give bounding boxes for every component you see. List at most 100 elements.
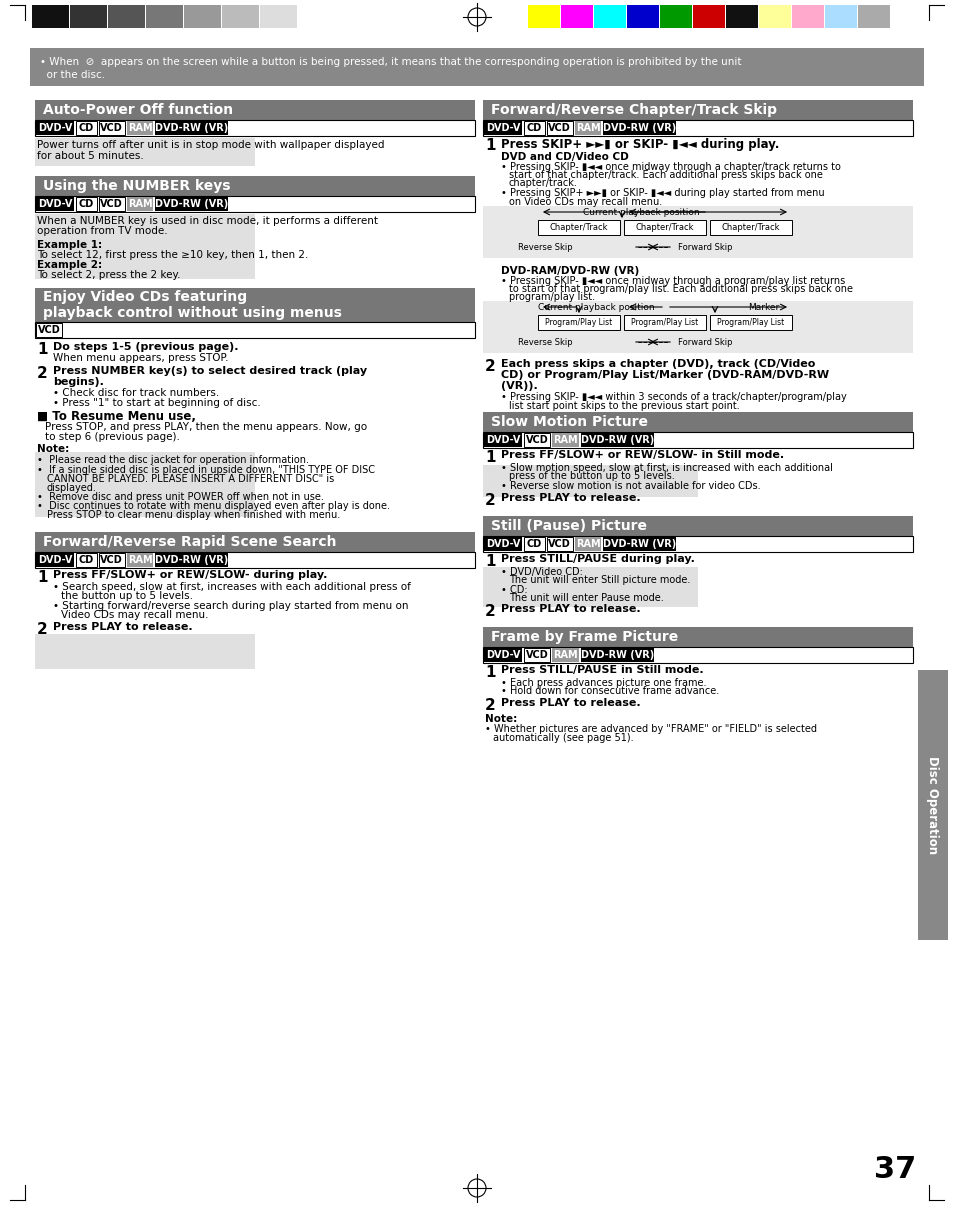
Bar (560, 5, 593, 28)
Text: VCD: VCD (525, 649, 548, 660)
Bar (482, 301, 912, 353)
Text: begins).: begins). (53, 377, 104, 387)
Text: start of that chapter/track. Each additional press skips back one: start of that chapter/track. Each additi… (509, 170, 822, 180)
Bar (523, 120, 544, 135)
Text: • Pressing SKIP- ▮◄◄ within 3 seconds of a track/chapter/program/play: • Pressing SKIP- ▮◄◄ within 3 seconds of… (500, 392, 846, 402)
Text: Current playback position: Current playback position (582, 208, 699, 217)
Text: VCD: VCD (100, 556, 123, 565)
Bar (626, 5, 659, 28)
Bar (36, 120, 74, 135)
Text: Forward/Reverse Rapid Scene Search: Forward/Reverse Rapid Scene Search (43, 535, 336, 549)
Text: The unit will enter Still picture mode.: The unit will enter Still picture mode. (509, 575, 690, 584)
Text: CD: CD (78, 123, 93, 133)
Bar (552, 648, 578, 662)
Text: Forward Skip: Forward Skip (678, 337, 732, 347)
Text: VCD: VCD (38, 325, 60, 335)
Text: Press STOP, and press PLAY, then the menu appears. Now, go: Press STOP, and press PLAY, then the men… (45, 422, 367, 433)
Text: When a NUMBER key is used in disc mode, it performs a different: When a NUMBER key is used in disc mode, … (37, 216, 377, 227)
Bar (537, 315, 619, 330)
Bar (36, 553, 74, 568)
Text: VCD: VCD (100, 199, 123, 208)
Bar (791, 5, 823, 28)
Text: Chapter/Track: Chapter/Track (721, 223, 780, 233)
Text: Example 1:: Example 1: (37, 240, 102, 249)
Bar (580, 648, 653, 662)
Text: Reverse Skip: Reverse Skip (517, 243, 572, 252)
Bar (602, 120, 676, 135)
Text: 2: 2 (37, 622, 48, 637)
Bar (155, 196, 228, 211)
Bar (482, 206, 912, 258)
Text: Example 2:: Example 2: (37, 260, 102, 270)
Text: Press STILL/PAUSE during play.: Press STILL/PAUSE during play. (500, 554, 694, 564)
Text: to start of that program/play list. Each additional press skips back one: to start of that program/play list. Each… (509, 284, 852, 294)
Bar (552, 433, 578, 447)
Text: To select 12, first press the ≥10 key, then 1, then 2.: To select 12, first press the ≥10 key, t… (37, 249, 308, 260)
Bar (725, 5, 758, 28)
Bar (222, 5, 258, 28)
Text: the button up to 5 levels.: the button up to 5 levels. (61, 590, 193, 601)
Text: Note:: Note: (37, 443, 70, 454)
Bar (659, 5, 691, 28)
Text: DVD-RW (VR): DVD-RW (VR) (155, 199, 228, 208)
Text: operation from TV mode.: operation from TV mode. (37, 227, 168, 236)
Bar (482, 433, 912, 448)
Text: Marker: Marker (747, 302, 779, 312)
Text: •  If a single sided disc is placed in upside down, "THIS TYPE OF DISC: • If a single sided disc is placed in up… (37, 465, 375, 475)
Text: VCD: VCD (525, 435, 548, 445)
Bar (260, 5, 296, 28)
Text: 2: 2 (37, 366, 48, 381)
Text: CD: CD (526, 539, 541, 549)
Text: • Pressing SKIP+ ►►▮ or SKIP- ▮◄◄ during play started from menu: • Pressing SKIP+ ►►▮ or SKIP- ▮◄◄ during… (500, 188, 823, 198)
Text: CD) or Program/Play List/Marker (DVD-RAM/DVD-RW: CD) or Program/Play List/Marker (DVD-RAM… (500, 370, 828, 380)
Bar (76, 553, 96, 568)
Text: list start point skips to the previous start point.: list start point skips to the previous s… (509, 401, 739, 411)
Bar (35, 120, 475, 136)
Text: 2: 2 (484, 493, 496, 509)
Text: on Video CDs may recall menu.: on Video CDs may recall menu. (509, 196, 661, 207)
Text: Disc Operation: Disc Operation (925, 756, 939, 854)
Text: 2: 2 (484, 698, 496, 713)
Text: Press PLAY to release.: Press PLAY to release. (500, 698, 640, 709)
Text: Program/Play List: Program/Play List (545, 318, 612, 327)
Text: Frame by Frame Picture: Frame by Frame Picture (491, 630, 678, 643)
Bar (35, 452, 254, 517)
Bar (155, 553, 228, 568)
Text: Each press skips a chapter (DVD), track (CD/Video: Each press skips a chapter (DVD), track … (500, 359, 815, 369)
Text: Chapter/Track: Chapter/Track (549, 223, 608, 233)
Text: RAM: RAM (128, 199, 152, 208)
Bar (35, 288, 475, 322)
Text: Press PLAY to release.: Press PLAY to release. (500, 604, 640, 615)
Text: 1: 1 (484, 139, 495, 153)
Text: The unit will enter Pause mode.: The unit will enter Pause mode. (509, 593, 663, 602)
Text: • CD:: • CD: (500, 584, 527, 595)
Bar (35, 139, 254, 166)
Text: DVD-RW (VR): DVD-RW (VR) (580, 435, 653, 445)
Bar (580, 433, 653, 447)
Bar (35, 531, 475, 552)
Bar (602, 537, 676, 551)
Text: chapter/track.: chapter/track. (509, 178, 578, 188)
Text: for about 5 minutes.: for about 5 minutes. (37, 151, 144, 161)
Bar (297, 5, 335, 28)
Text: Forward Skip: Forward Skip (678, 243, 732, 252)
Bar (482, 568, 698, 607)
Bar (98, 196, 125, 211)
Bar (155, 120, 228, 135)
Bar (35, 552, 475, 568)
Bar (523, 433, 550, 447)
Text: Reverse Skip: Reverse Skip (517, 337, 572, 347)
Text: Press FF/SLOW+ or REW/SLOW- in Still mode.: Press FF/SLOW+ or REW/SLOW- in Still mod… (500, 449, 783, 460)
Bar (623, 315, 705, 330)
Text: Program/Play List: Program/Play List (631, 318, 698, 327)
Bar (483, 537, 521, 551)
Text: DVD-RW (VR): DVD-RW (VR) (602, 539, 676, 549)
Bar (482, 627, 912, 647)
Bar (35, 176, 475, 196)
Bar (98, 553, 125, 568)
Text: Press NUMBER key(s) to select desired track (play: Press NUMBER key(s) to select desired tr… (53, 366, 367, 376)
Text: DVD-V: DVD-V (38, 199, 72, 208)
Text: RAM: RAM (128, 556, 152, 565)
Bar (483, 433, 521, 447)
Bar (917, 670, 947, 940)
